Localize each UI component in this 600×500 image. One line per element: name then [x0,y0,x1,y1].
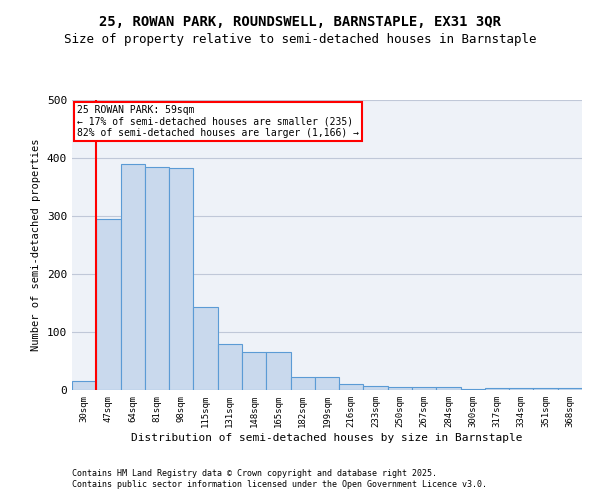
Text: 25, ROWAN PARK, ROUNDSWELL, BARNSTAPLE, EX31 3QR: 25, ROWAN PARK, ROUNDSWELL, BARNSTAPLE, … [99,15,501,29]
Bar [533,388,558,390]
Bar [121,164,145,390]
Bar [218,344,242,390]
Text: Contains HM Land Registry data © Crown copyright and database right 2025.: Contains HM Land Registry data © Crown c… [72,468,437,477]
Bar [290,377,315,390]
Text: 25 ROWAN PARK: 59sqm
← 17% of semi-detached houses are smaller (235)
82% of semi: 25 ROWAN PARK: 59sqm ← 17% of semi-detac… [77,104,359,138]
Bar [509,388,533,390]
Bar [339,384,364,390]
Bar [485,388,509,390]
Bar [436,386,461,390]
Bar [193,307,218,390]
Text: Size of property relative to semi-detached houses in Barnstaple: Size of property relative to semi-detach… [64,32,536,46]
X-axis label: Distribution of semi-detached houses by size in Barnstaple: Distribution of semi-detached houses by … [131,432,523,442]
Bar [169,168,193,390]
Bar [315,377,339,390]
Bar [72,382,96,390]
Bar [364,386,388,390]
Bar [412,386,436,390]
Bar [96,219,121,390]
Bar [242,352,266,390]
Text: Contains public sector information licensed under the Open Government Licence v3: Contains public sector information licen… [72,480,487,489]
Bar [145,166,169,390]
Bar [266,352,290,390]
Bar [461,389,485,390]
Bar [558,388,582,390]
Y-axis label: Number of semi-detached properties: Number of semi-detached properties [31,138,41,352]
Bar [388,386,412,390]
